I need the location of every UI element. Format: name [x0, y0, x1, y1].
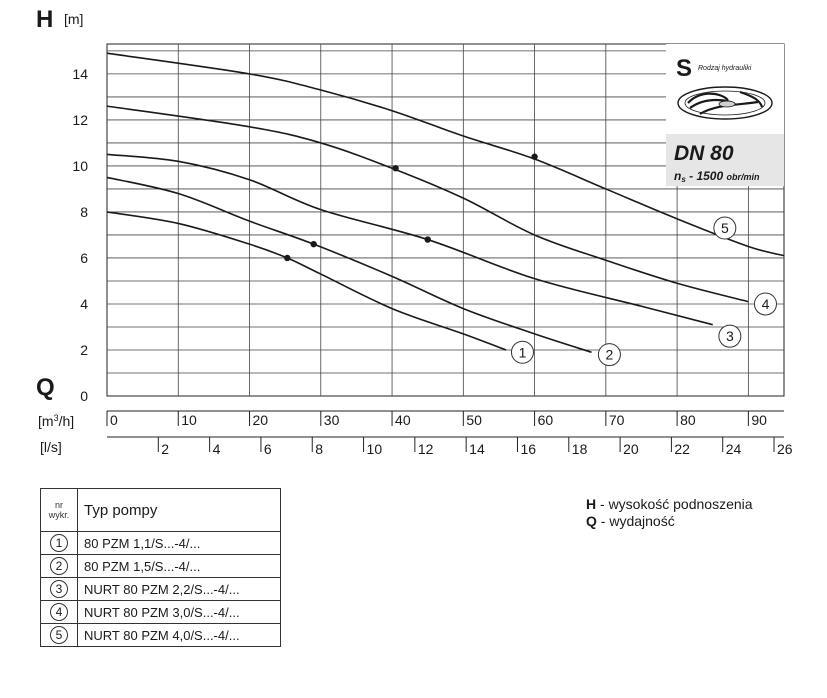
x-tick-label-ls: 18	[572, 441, 588, 457]
pump-type: 80 PZM 1,5/S...-4/...	[77, 554, 281, 578]
note-h: H - wysokość podnoszenia	[586, 496, 753, 512]
x-tick-label-m3h: 20	[253, 412, 269, 428]
table-row: 1 80 PZM 1,1/S...-4/...	[40, 531, 281, 555]
x-axis-symbol: Q	[36, 374, 55, 401]
operating-point-2	[310, 240, 317, 248]
curve-label-circle-2	[597, 343, 621, 367]
pump-type: 80 PZM 1,1/S...-4/...	[77, 531, 281, 555]
y-tick-label: 4	[80, 296, 88, 312]
dn-label: DN 80	[674, 142, 734, 165]
curve-label-circle-1	[510, 340, 534, 364]
x-tick-label-ls: 16	[520, 441, 536, 457]
x-tick-label-ls: 4	[213, 441, 221, 457]
chart-grid	[106, 43, 785, 397]
x-tick-label-m3h: 50	[466, 412, 482, 428]
x-tick-label-m3h: 0	[110, 412, 118, 428]
curve-number-badge: 3	[50, 580, 68, 598]
y-tick-label: 14	[72, 66, 88, 82]
note-q: Q - wydajność	[586, 513, 675, 529]
x-tick-label-m3h: 30	[324, 412, 340, 428]
x-tick-label-m3h: 70	[609, 412, 625, 428]
curve-label-circle-5	[713, 216, 737, 240]
pump-type: NURT 80 PZM 3,0/S...-4/...	[77, 600, 281, 624]
x-tick-label-m3h: 40	[395, 412, 411, 428]
impeller-icon	[677, 86, 773, 120]
x-tick-label-m3h: 90	[751, 412, 767, 428]
x-tick-label-m3h: 60	[538, 412, 554, 428]
legend-header-nr: nr wykr.	[40, 488, 78, 532]
y-tick-label: 0	[80, 388, 88, 404]
y-tick-label: 12	[72, 112, 88, 128]
symbol-notes: H - wysokość podnoszenia Q - wydajność	[586, 496, 753, 530]
x-axis-unit-m3h: [m3/h]	[38, 413, 74, 429]
y-tick-label: 2	[80, 342, 88, 358]
legend-header-row: nr wykr. Typ pompy	[40, 488, 281, 532]
curve-number-badge: 5	[50, 626, 68, 644]
curve-2	[106, 176, 592, 354]
info-box: S Rodzaj hydrauliki DN 80 ns - 1500 obr/…	[666, 44, 784, 186]
pump-type: NURT 80 PZM 2,2/S...-4/...	[77, 577, 281, 601]
x-tick-label-ls: 14	[469, 441, 485, 457]
y-tick-label: 8	[80, 204, 88, 220]
table-row: 5 NURT 80 PZM 4,0/S...-4/...	[40, 623, 281, 647]
pump-legend-table: nr wykr. Typ pompy 1 80 PZM 1,1/S...-4/.…	[40, 488, 281, 647]
y-axis-unit: [m]	[64, 11, 83, 27]
curves: 1 2 3 4 5	[106, 52, 785, 367]
x-axis-unit-ls: [l/s]	[40, 439, 62, 455]
curve-number-badge: 1	[50, 534, 68, 552]
curve-5	[106, 52, 785, 257]
curve-1	[106, 211, 507, 351]
curve-label-3: 3	[726, 328, 734, 344]
operating-point-1	[284, 254, 291, 262]
hydraulics-caption: Rodzaj hydrauliki	[698, 65, 752, 72]
table-row: 4 NURT 80 PZM 3,0/S...-4/...	[40, 600, 281, 624]
curve-label-1: 1	[519, 344, 527, 360]
operating-point-5	[531, 153, 538, 160]
y-tick-label: 6	[80, 250, 88, 266]
curve-number-badge: 2	[50, 557, 68, 575]
operating-point-3	[424, 236, 431, 243]
curve-4	[106, 105, 749, 303]
x-tick-label-ls: 26	[777, 441, 793, 457]
curve-label-circle-4	[753, 292, 777, 316]
table-row: 2 80 PZM 1,5/S...-4/...	[40, 554, 281, 578]
curve-number-badge: 4	[50, 603, 68, 621]
y-axis-symbol: H	[36, 6, 53, 33]
x-tick-label-m3h: 80	[680, 412, 696, 428]
x-tick-label-m3h: 10	[181, 412, 197, 428]
pump-type: NURT 80 PZM 4,0/S...-4/...	[77, 623, 281, 647]
x-tick-label-ls: 22	[674, 441, 690, 457]
curve-3	[106, 153, 713, 326]
x-tick-label-ls: 2	[161, 441, 169, 457]
operating-point-4	[392, 165, 399, 172]
x-tick-label-ls: 24	[726, 441, 742, 457]
curve-label-circle-3	[718, 324, 742, 348]
hydraulics-letter: S	[676, 55, 692, 82]
curve-label-2: 2	[606, 347, 614, 363]
x-tick-label-ls: 10	[367, 441, 383, 457]
y-tick-label: 10	[72, 158, 88, 174]
curve-label-4: 4	[762, 296, 770, 312]
x-tick-label-ls: 12	[418, 441, 434, 457]
speed-label: ns - 1500 obr/min	[674, 169, 760, 184]
x-tick-label-ls: 6	[264, 441, 272, 457]
x-tick-label-ls: 20	[623, 441, 639, 457]
plot-frame	[106, 43, 785, 397]
curve-label-5: 5	[721, 220, 729, 236]
table-row: 3 NURT 80 PZM 2,2/S...-4/...	[40, 577, 281, 601]
legend-header-type: Typ pompy	[77, 488, 281, 532]
x-tick-label-ls: 8	[315, 441, 323, 457]
